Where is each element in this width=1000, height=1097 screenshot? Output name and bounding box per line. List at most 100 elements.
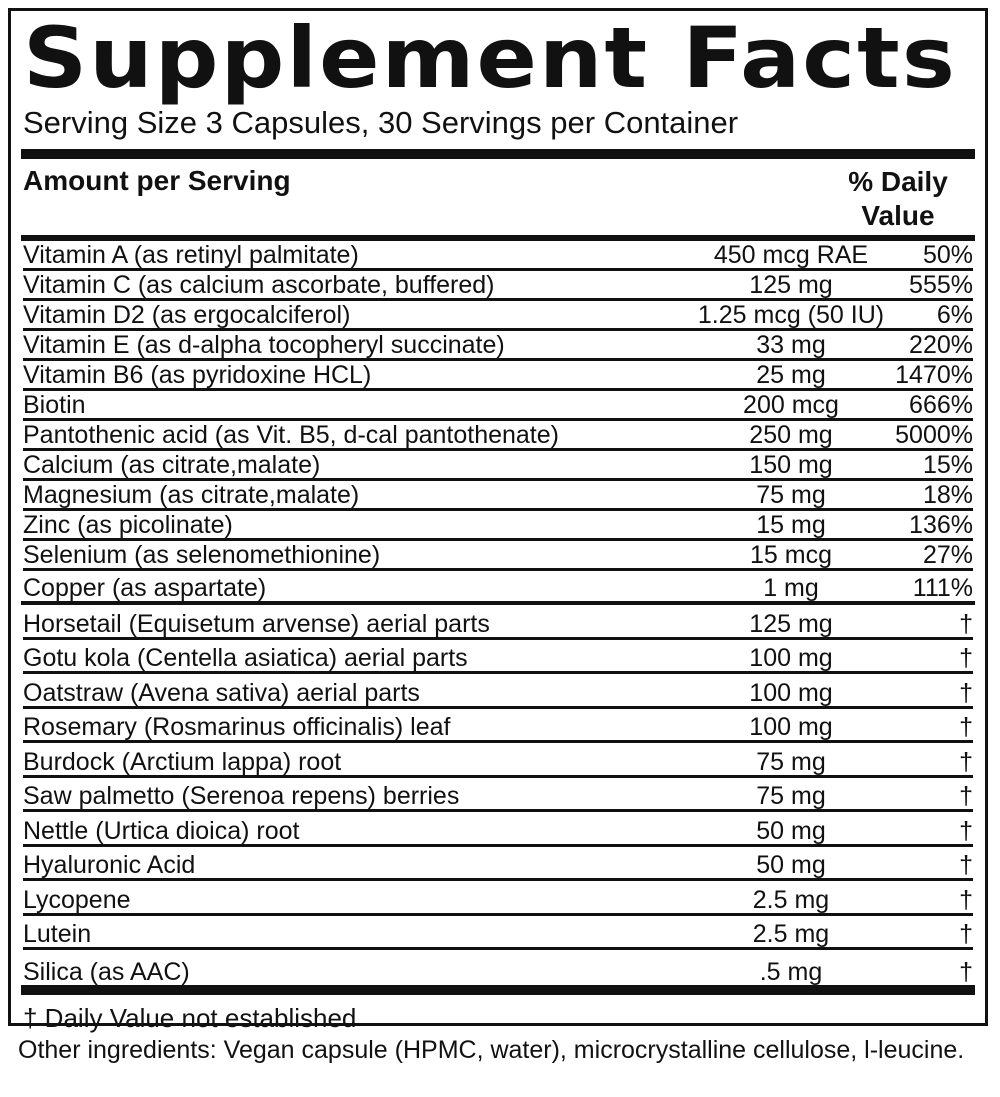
nutrient-name: Vitamin A (as retinyl palmitate) — [23, 242, 359, 268]
nutrient-name: Zinc (as picolinate) — [23, 512, 233, 538]
table-row: Saw palmetto (Serenoa repens) berries 75 … — [23, 778, 973, 812]
table-row: Rosemary (Rosmarinus officinalis) leaf 10… — [23, 709, 973, 743]
table-header: Amount per Serving % Daily Value — [23, 159, 973, 235]
nutrient-amount: 2.5 mg — [752, 920, 830, 948]
nutrient-name: Biotin — [23, 392, 86, 418]
nutrient-name: Silica (as AAC) — [23, 958, 190, 985]
daily-value: † — [959, 885, 973, 914]
daily-value: 18% — [922, 481, 973, 509]
nutrient-amount: 125 mg — [749, 271, 833, 299]
footnote: † Daily Value not established — [23, 1002, 357, 1033]
nutrient-amount: 100 mg — [749, 678, 833, 707]
nutrient-amount: 1 mg — [763, 574, 819, 602]
nutrient-name: Lycopene — [23, 886, 131, 913]
nutrient-name: Vitamin B6 (as pyridoxine HCL) — [23, 362, 372, 388]
other-ingredients: Other ingredients: Vegan capsule (HPMC, … — [18, 1036, 965, 1064]
daily-value: † — [959, 747, 973, 776]
daily-value: 15% — [922, 451, 973, 479]
daily-value: 1470% — [895, 361, 973, 389]
daily-value-label-line1: % Daily — [848, 166, 948, 197]
daily-value-label: % Daily Value — [823, 165, 973, 233]
nutrient-amount: 15 mg — [756, 511, 826, 539]
nutrient-amount: 50 mg — [756, 851, 826, 879]
nutrient-name: Hyaluronic Acid — [23, 852, 196, 878]
table-row: Lycopene 2.5 mg † — [23, 881, 973, 916]
nutrient-name: Magnesium (as citrate,malate) — [23, 482, 360, 508]
nutrient-name: Pantothenic acid (as Vit. B5, d-cal pant… — [23, 422, 559, 448]
daily-value: 6% — [936, 301, 973, 329]
daily-value-label-line2: Value — [861, 200, 935, 231]
nutrient-name: Vitamin C (as calcium ascorbate, buffere… — [23, 272, 495, 298]
herbals-list: Horsetail (Equisetum arvense) aerial par… — [23, 605, 973, 985]
nutrient-amount: 250 mg — [749, 421, 833, 449]
nutrient-name: Vitamin E (as d-alpha tocopheryl succina… — [23, 332, 505, 358]
nutrient-amount: .5 mg — [759, 957, 823, 986]
table-row: Vitamin C (as calcium ascorbate, buffere… — [23, 271, 973, 301]
nutrient-amount: 100 mg — [749, 713, 833, 741]
nutrient-name: Oatstraw (Avena sativa) aerial parts — [23, 679, 420, 706]
nutrient-amount: 50 mg — [756, 816, 826, 845]
nutrient-name: Selenium (as selenomethionine) — [23, 542, 381, 568]
daily-value: 220% — [909, 331, 973, 359]
nutrient-name: Copper (as aspartate) — [23, 575, 267, 601]
nutrient-name: Saw palmetto (Serenoa repens) berries — [23, 783, 460, 809]
nutrient-name: Nettle (Urtica dioica) root — [23, 817, 300, 844]
table-row: Calcium (as citrate,malate) 150 mg 15% — [23, 451, 973, 481]
daily-value: 666% — [909, 391, 973, 419]
table-row: Gotu kola (Centella asiatica) aerial par… — [23, 640, 973, 674]
nutrient-name: Burdock (Arctium lappa) root — [23, 748, 342, 775]
supplement-facts-panel: Supplement Facts Serving Size 3 Capsules… — [8, 8, 988, 1033]
daily-value: † — [959, 957, 973, 986]
medium-divider — [21, 235, 975, 241]
table-row: Copper (as aspartate) 1 mg 111% — [23, 571, 973, 601]
table-row: Burdock (Arctium lappa) root 75 mg † — [23, 743, 973, 778]
nutrient-name: Lutein — [23, 921, 92, 947]
table-row: Vitamin E (as d-alpha tocopheryl succina… — [23, 331, 973, 361]
section-divider — [21, 601, 975, 605]
nutrient-amount: 75 mg — [756, 747, 826, 776]
daily-value: † — [959, 678, 973, 707]
nutrient-amount: 1.25 mcg (50 IU) — [697, 301, 885, 329]
table-row: Lutein 2.5 mg † — [23, 916, 973, 950]
panel-title: Supplement Facts — [23, 9, 957, 107]
nutrient-name: Rosemary (Rosmarinus officinalis) leaf — [23, 714, 451, 740]
nutrient-amount: 150 mg — [749, 451, 833, 479]
nutrient-amount: 75 mg — [756, 782, 826, 810]
table-row: Magnesium (as citrate,malate) 75 mg 18% — [23, 481, 973, 511]
table-row: Horsetail (Equisetum arvense) aerial par… — [23, 605, 973, 640]
daily-value: 111% — [912, 574, 973, 602]
daily-value: † — [959, 609, 973, 638]
daily-value: 50% — [922, 241, 973, 269]
nutrient-amount: 125 mg — [749, 609, 833, 638]
nutrient-amount: 450 mcg RAE — [713, 241, 869, 269]
table-row: Pantothenic acid (as Vit. B5, d-cal pant… — [23, 421, 973, 451]
table-row: Vitamin A (as retinyl palmitate) 450 mcg … — [23, 241, 973, 271]
serving-info: Serving Size 3 Capsules, 30 Servings per… — [23, 105, 739, 140]
thick-divider-bottom — [21, 984, 975, 995]
daily-value: † — [959, 644, 973, 672]
nutrient-name: Horsetail (Equisetum arvense) aerial par… — [23, 610, 490, 637]
table-row: Silica (as AAC) .5 mg † — [23, 950, 973, 985]
thick-divider — [21, 149, 975, 159]
daily-value: † — [959, 782, 973, 810]
nutrient-name: Gotu kola (Centella asiatica) aerial par… — [23, 645, 468, 671]
table-row: Vitamin D2 (as ergocalciferol) 1.25 mcg (… — [23, 301, 973, 331]
table-row: Hyaluronic Acid 50 mg † — [23, 847, 973, 881]
daily-value: † — [959, 816, 973, 845]
daily-value: † — [959, 920, 973, 948]
nutrient-amount: 2.5 mg — [752, 885, 830, 914]
nutrient-amount: 100 mg — [749, 644, 833, 672]
table-row: Vitamin B6 (as pyridoxine HCL) 25 mg 1470% — [23, 361, 973, 391]
daily-value: 136% — [909, 511, 973, 539]
nutrient-amount: 25 mg — [756, 361, 826, 389]
nutrient-amount: 75 mg — [756, 481, 826, 509]
nutrient-name: Vitamin D2 (as ergocalciferol) — [23, 302, 351, 328]
table-row: Zinc (as picolinate) 15 mg 136% — [23, 511, 973, 541]
amount-per-serving-label: Amount per Serving — [23, 165, 291, 196]
nutrient-name: Calcium (as citrate,malate) — [23, 452, 321, 478]
table-row: Oatstraw (Avena sativa) aerial parts 100 … — [23, 674, 973, 709]
daily-value: 5000% — [895, 421, 973, 449]
nutrient-amount: 33 mg — [756, 331, 826, 359]
daily-value: 27% — [922, 541, 973, 569]
daily-value: 555% — [909, 271, 973, 299]
